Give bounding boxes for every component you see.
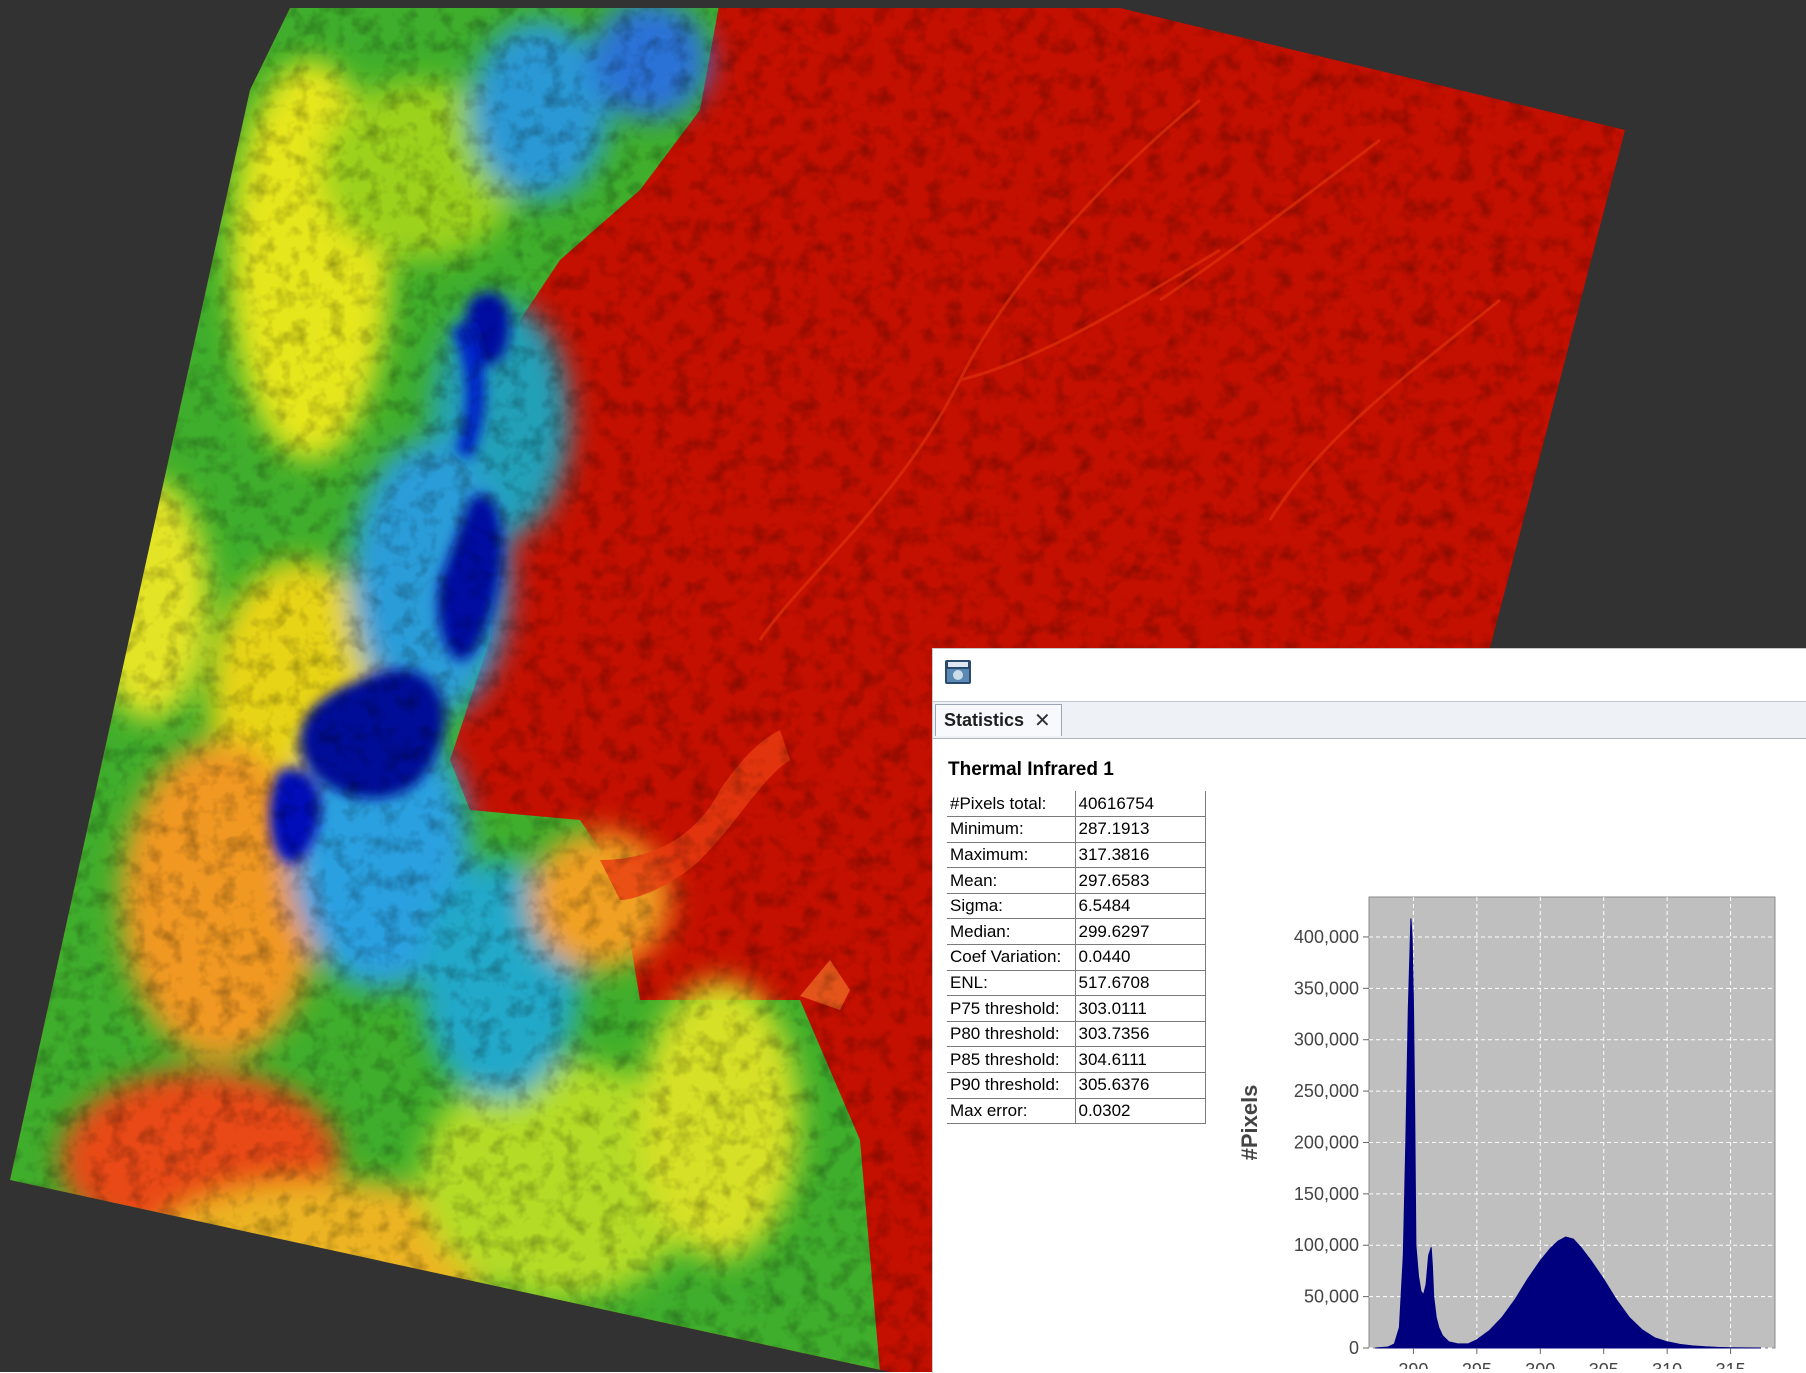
histogram-series-area [1375,918,1762,1349]
stats-label: P85 threshold: [947,1046,1076,1074]
y-tick-label: 100,000 [1294,1235,1359,1255]
x-tick-label: 300 [1525,1360,1555,1369]
stats-label: P80 threshold: [947,1021,1076,1048]
stats-value: 317.3816 [1075,842,1206,869]
stats-label: Max error: [947,1098,1076,1125]
y-tick-label: 0 [1349,1338,1359,1358]
x-tick-label: 295 [1462,1360,1492,1369]
statistics-table: #Pixels total: 40616754 Minimum: 287.1913 Ma… [947,791,1206,1125]
stats-row: Coef Variation: 0.0440 [947,944,1206,971]
y-tick-label: 150,000 [1294,1184,1359,1204]
stats-value: 303.0111 [1075,995,1206,1022]
stats-value: 287.1913 [1075,816,1206,843]
stats-label: Sigma: [947,893,1076,920]
stats-label: Coef Variation: [947,944,1076,971]
stats-value: 297.6583 [1075,867,1206,894]
stats-label: Maximum: [947,842,1076,869]
x-tick-label: 310 [1652,1360,1682,1369]
stats-value: 517.6708 [1075,970,1206,997]
x-tick-label: 290 [1398,1360,1428,1369]
stats-row: Sigma: 6.5484 [947,893,1206,920]
band-title: Thermal Infrared 1 [948,759,1114,780]
close-icon[interactable]: ✕ [1034,710,1051,732]
y-tick-label: 250,000 [1294,1081,1359,1101]
stats-value: 305.6376 [1075,1072,1206,1099]
y-tick-label: 300,000 [1294,1030,1359,1050]
stats-value: 40616754 [1075,791,1206,818]
tab-statistics[interactable]: Statistics ✕ [935,704,1062,736]
stats-label: P75 threshold: [947,995,1076,1022]
stats-value: 0.0440 [1075,944,1206,971]
viewer-background-corner [1490,130,1806,648]
stats-value: 6.5484 [1075,893,1206,920]
stats-label: ENL: [947,970,1076,997]
stats-label: Minimum: [947,816,1076,843]
stats-label: Median: [947,918,1076,946]
stats-row: Mean: 297.6583 [947,867,1206,894]
x-tick-label: 305 [1589,1360,1619,1369]
y-axis-label: #Pixels [1237,1085,1262,1161]
tab-label: Statistics [944,710,1025,730]
y-tick-label: 350,000 [1294,978,1359,998]
stats-label: #Pixels total: [947,791,1076,818]
stats-label: P90 threshold: [947,1072,1076,1099]
stats-row: #Pixels total: 40616754 [947,791,1206,818]
y-tick-label: 50,000 [1304,1287,1359,1307]
stats-row: Minimum: 287.1913 [947,816,1206,843]
y-tick-label: 200,000 [1294,1132,1359,1152]
statistics-content: Thermal Infrared 1 #Pixels total: 4061675… [939,741,1801,1369]
stats-row: Maximum: 317.3816 [947,842,1206,869]
stats-value: 299.6297 [1075,918,1206,946]
window-title-bar[interactable] [933,649,1806,695]
stats-row: Max error: 0.0302 [947,1098,1206,1125]
stats-row: P90 threshold: 305.6376 [947,1072,1206,1099]
x-tick-label: 315 [1716,1360,1746,1369]
statistics-window: Statistics ✕ Thermal Infrared 1 #Pixels … [932,648,1806,1373]
y-tick-label: 400,000 [1294,927,1359,947]
stats-row: P85 threshold: 304.6111 [947,1046,1206,1074]
stats-row: P80 threshold: 303.7356 [947,1021,1206,1048]
stats-label: Mean: [947,867,1076,894]
stats-row: Median: 299.6297 [947,918,1206,946]
histogram-chart: 0 50,000 100,000 150,000 200,000 250,000 300,0… [1237,896,1776,1369]
stats-value: 0.0302 [1075,1098,1206,1125]
stats-value: 304.6111 [1075,1046,1206,1074]
snap-app-icon [945,660,971,684]
stats-value: 303.7356 [1075,1021,1206,1048]
tab-strip: Statistics ✕ [933,701,1806,739]
stats-row: ENL: 517.6708 [947,970,1206,997]
stats-row: P75 threshold: 303.0111 [947,995,1206,1022]
